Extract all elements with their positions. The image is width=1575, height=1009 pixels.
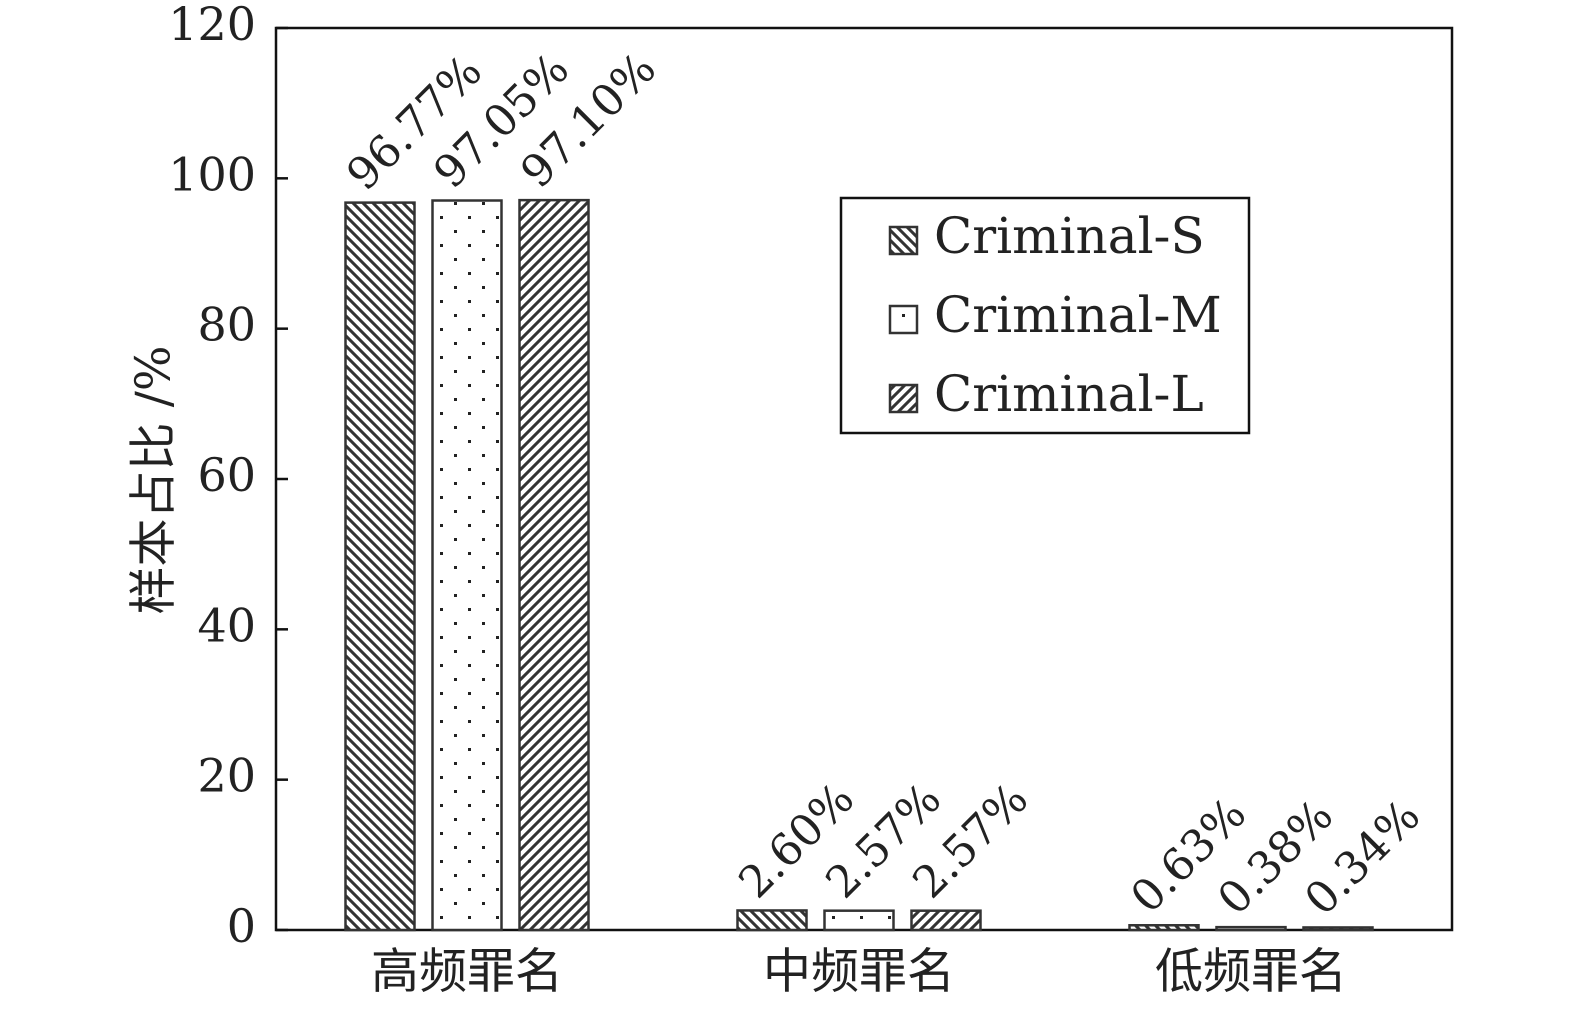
legend-swatch bbox=[888, 225, 919, 256]
y-tick-label: 100 bbox=[168, 147, 256, 201]
y-tick-label: 80 bbox=[197, 298, 256, 352]
bars bbox=[344, 198, 1374, 932]
bar-criminal-l bbox=[1302, 926, 1374, 932]
legend-swatch bbox=[888, 304, 919, 335]
bar-criminal-m bbox=[431, 199, 503, 932]
bar-criminal-l bbox=[910, 909, 982, 932]
x-category-label: 低频罪名 bbox=[1155, 944, 1347, 1000]
y-tick-label: 0 bbox=[227, 899, 256, 953]
legend: Criminal-S Criminal-M Criminal-L bbox=[839, 196, 1251, 435]
y-tick-label: 40 bbox=[197, 598, 256, 652]
y-axis-title: 样本占比 /% bbox=[126, 345, 182, 614]
bar-criminal-s bbox=[344, 201, 416, 932]
x-category-label: 中频罪名 bbox=[763, 944, 955, 1000]
x-category-label: 高频罪名 bbox=[371, 944, 563, 1000]
x-axis: 高频罪名 中频罪名 低频罪名 bbox=[371, 944, 1347, 1000]
legend-label: Criminal-S bbox=[934, 207, 1205, 265]
y-tick-label: 60 bbox=[197, 448, 256, 502]
y-tick-label: 120 bbox=[168, 0, 256, 51]
legend-swatch bbox=[888, 383, 919, 414]
bar-criminal-s bbox=[1128, 924, 1200, 932]
legend-label: Criminal-M bbox=[934, 286, 1222, 344]
bar-criminal-m bbox=[1215, 925, 1287, 932]
bar-criminal-s bbox=[736, 909, 808, 932]
y-axis: 0 20 40 60 80 100 120 bbox=[168, 0, 288, 953]
y-tick-label: 20 bbox=[197, 749, 256, 803]
legend-label: Criminal-L bbox=[934, 365, 1204, 423]
bar-criminal-l bbox=[518, 198, 590, 932]
bar-criminal-m bbox=[823, 909, 895, 932]
